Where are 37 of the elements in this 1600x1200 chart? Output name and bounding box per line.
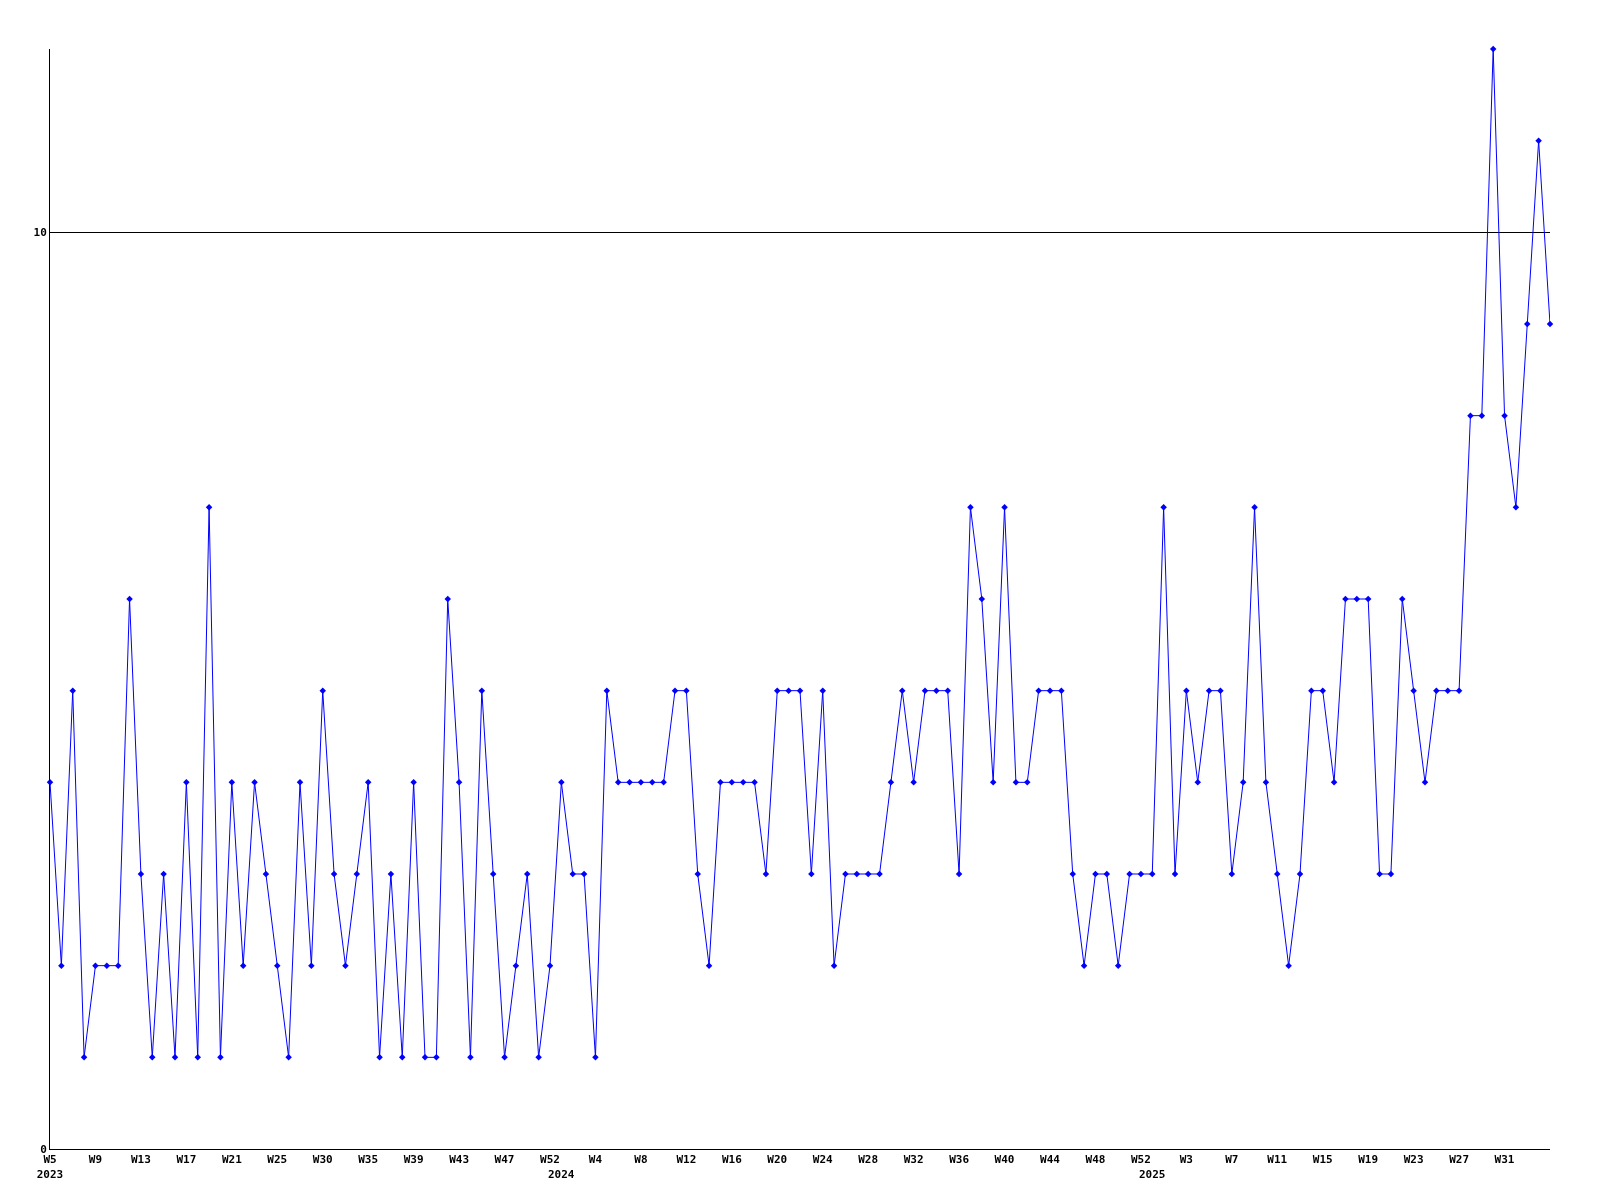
x-tick-label: W3 [1179, 1153, 1193, 1167]
x-tick-label: W36 [949, 1153, 970, 1167]
x-tick-label: W20 [767, 1153, 788, 1167]
x-tick-label: W52 [1130, 1153, 1151, 1167]
x-tick-label: W39 [403, 1153, 424, 1167]
x-tick-label: W25 [267, 1153, 288, 1167]
y-tick-label: 0 [40, 1142, 47, 1156]
x-tick-label: W13 [130, 1153, 151, 1167]
x-tick-label: W19 [1358, 1153, 1379, 1167]
x-tick-label: W23 [1403, 1153, 1424, 1167]
x-tick-label: 2024 [548, 1168, 575, 1181]
x-tick-label: W27 [1449, 1153, 1470, 1167]
x-tick-label: W12 [676, 1153, 697, 1167]
x-tick-label: W7 [1225, 1153, 1239, 1167]
x-tick-label: W30 [312, 1153, 333, 1167]
y-tick-label: 10 [33, 226, 47, 240]
x-tick-label: W21 [221, 1153, 243, 1167]
x-tick-label: W8 [634, 1153, 648, 1167]
x-tick-label: W16 [721, 1153, 743, 1167]
x-tick-label: W11 [1267, 1153, 1288, 1167]
x-tick-label: W43 [449, 1153, 470, 1167]
x-tick-label: W9 [88, 1153, 103, 1167]
x-tick-label: W35 [358, 1153, 379, 1167]
x-tick-label: W5 2023 [36, 1153, 64, 1181]
x-tick-label: W15 [1312, 1153, 1333, 1167]
x-tick-label: W17 [176, 1153, 197, 1167]
x-tick-label: W24 [812, 1153, 834, 1167]
x-tick-label: W44 [1040, 1153, 1061, 1167]
x-tick-label: W47 [494, 1153, 515, 1167]
x-tick-label: W28 [858, 1153, 879, 1167]
x-tick-label: 2025 [1139, 1168, 1166, 1181]
x-tick-label: W4 [588, 1153, 603, 1167]
x-tick-label: W52 [540, 1153, 560, 1167]
x-tick-label: W31 [1494, 1153, 1515, 1167]
x-tick-label: W48 [1085, 1153, 1106, 1167]
x-tick-label: W32 [903, 1153, 924, 1167]
x-tick-label: W40 [994, 1153, 1015, 1167]
